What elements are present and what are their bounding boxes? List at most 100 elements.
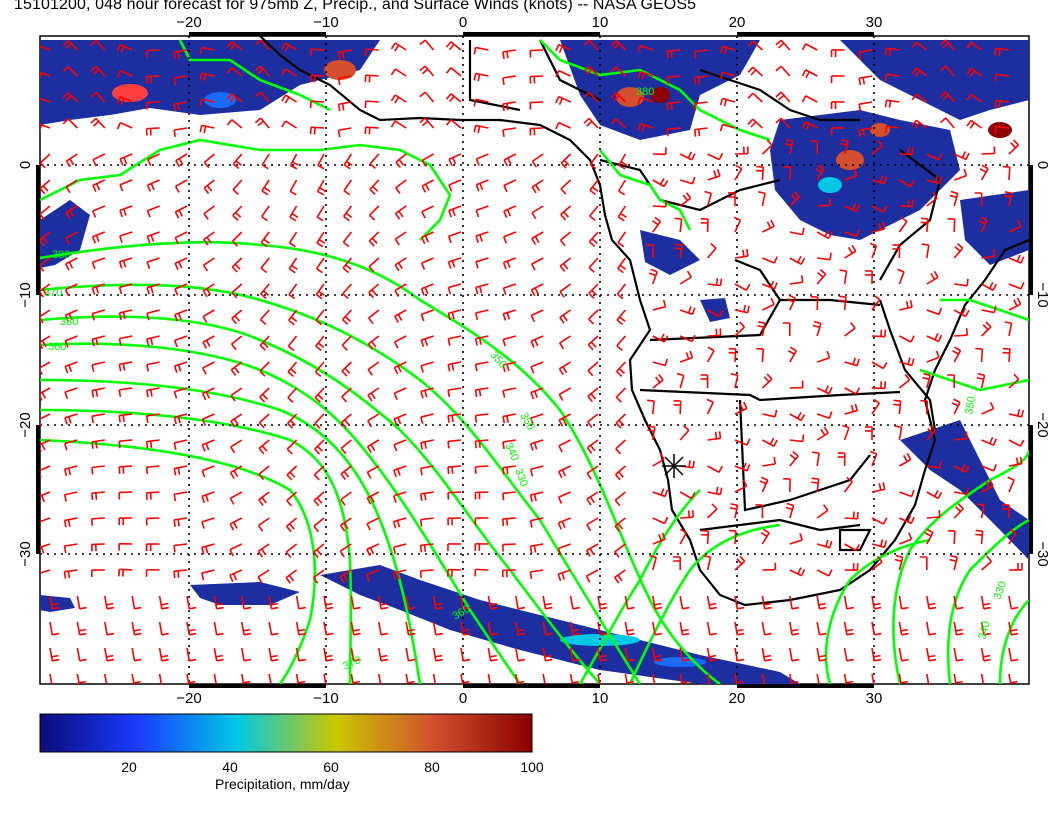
wind-barb-flag	[928, 654, 936, 658]
wind-barb	[91, 413, 105, 418]
contour-label: 380	[52, 249, 70, 261]
wind-barb-flag	[713, 170, 717, 178]
wind-barb-flag	[561, 469, 567, 477]
wind-barb-flag	[774, 409, 778, 417]
wind-barb	[752, 118, 763, 129]
wind-barb-flag	[869, 242, 877, 247]
wind-barb-flag	[343, 164, 351, 170]
wind-barb-flag	[666, 77, 669, 85]
wind-barb-flag	[911, 67, 917, 75]
lon-labels-top: −20 −10 0 10 20 30	[176, 14, 882, 31]
wind-barb	[338, 101, 352, 106]
wind-barb-flag	[435, 654, 443, 658]
wind-barb-flag	[937, 491, 943, 499]
wind-barb-flag	[447, 313, 451, 321]
wind-barb	[366, 491, 380, 499]
wind-barb-flag	[120, 97, 125, 106]
wind-barb-flag	[173, 365, 178, 373]
wind-barb-flag	[393, 495, 397, 503]
wind-barb	[174, 439, 188, 444]
wind-barb-flag	[793, 191, 800, 198]
wind-barb-flag	[689, 350, 694, 358]
wind-barb	[475, 257, 489, 263]
wind-barb	[316, 231, 325, 244]
wind-barb-flag	[992, 249, 996, 257]
wind-barb	[146, 309, 160, 315]
wind-barb	[859, 127, 873, 131]
wind-barb	[40, 413, 51, 420]
wind-barb-flag	[858, 130, 862, 138]
wind-barb-flag	[419, 65, 426, 72]
wind-barb-flag	[687, 151, 693, 159]
wind-barb-flag	[478, 337, 482, 345]
wind-barb-flag	[718, 431, 722, 439]
wind-barb-flag	[647, 399, 655, 402]
wind-barb	[624, 595, 629, 609]
wind-barb	[789, 673, 793, 684]
wind-barb	[805, 43, 818, 51]
wind-barb	[926, 491, 939, 500]
wind-barb	[368, 231, 380, 242]
wind-barb-flag	[626, 680, 634, 684]
wind-barb	[350, 595, 355, 609]
wind-barb	[487, 673, 491, 684]
wind-barb	[503, 153, 517, 161]
wind-barb-flag	[421, 185, 427, 193]
wind-barb-flag	[339, 550, 345, 558]
wind-barb-flag	[980, 216, 988, 221]
wind-barb	[871, 361, 884, 370]
wind-barb	[268, 621, 273, 635]
wind-barb	[186, 673, 190, 684]
wind-barb-flag	[791, 606, 800, 610]
wind-barb-flag	[884, 100, 888, 108]
wind-barb-flag	[873, 398, 880, 404]
wind-barb-flag	[517, 628, 525, 632]
wind-barb	[515, 673, 519, 684]
wind-barb-flag	[473, 73, 477, 81]
wind-barb-flag	[314, 422, 321, 429]
wind-barb	[174, 491, 188, 496]
wind-barb-flag	[562, 263, 569, 270]
wind-barb	[844, 517, 858, 520]
wind-barb-flag	[661, 532, 666, 540]
wind-barb-flag	[906, 453, 912, 460]
wind-barb	[40, 153, 51, 164]
wind-barb	[393, 413, 407, 420]
wind-barb	[953, 557, 959, 571]
wind-barb	[202, 413, 215, 420]
wind-barb-flag	[421, 68, 429, 75]
wind-barb-flag	[966, 67, 972, 75]
wind-barb	[707, 437, 721, 441]
wind-barb-flag	[51, 602, 59, 606]
wind-barb	[706, 530, 710, 545]
wind-barb	[789, 595, 793, 609]
wind-barb	[762, 283, 775, 290]
wind-barb-flag	[490, 632, 498, 636]
wind-barb	[460, 595, 465, 609]
lat-label: −10	[1034, 282, 1051, 307]
wind-barb-flag	[380, 602, 388, 606]
wind-barb	[734, 168, 743, 181]
wind-barb	[530, 387, 544, 394]
wind-barb	[119, 309, 133, 314]
wind-barb	[448, 335, 462, 340]
wind-barb-flag	[617, 523, 624, 530]
wind-barb	[49, 673, 53, 684]
wind-barb	[378, 621, 382, 635]
wind-barb-flag	[791, 628, 799, 632]
wind-barb-flag	[259, 370, 266, 377]
wind-barb	[313, 491, 325, 502]
wind-barb-flag	[674, 247, 682, 250]
wind-barb-flag	[691, 153, 696, 161]
wind-barb-flag	[928, 606, 937, 610]
wind-barb-flag	[559, 265, 566, 272]
wind-barb-flag	[120, 45, 125, 54]
wind-barb-flag	[910, 489, 915, 497]
wind-barb-flag	[910, 335, 915, 343]
wind-barb	[104, 595, 108, 609]
wind-barb-flag	[95, 389, 99, 397]
wind-barb	[996, 73, 1010, 77]
wind-barb-flag	[325, 602, 333, 606]
wind-barb-flag	[397, 417, 402, 425]
wind-barb-flag	[825, 539, 829, 547]
